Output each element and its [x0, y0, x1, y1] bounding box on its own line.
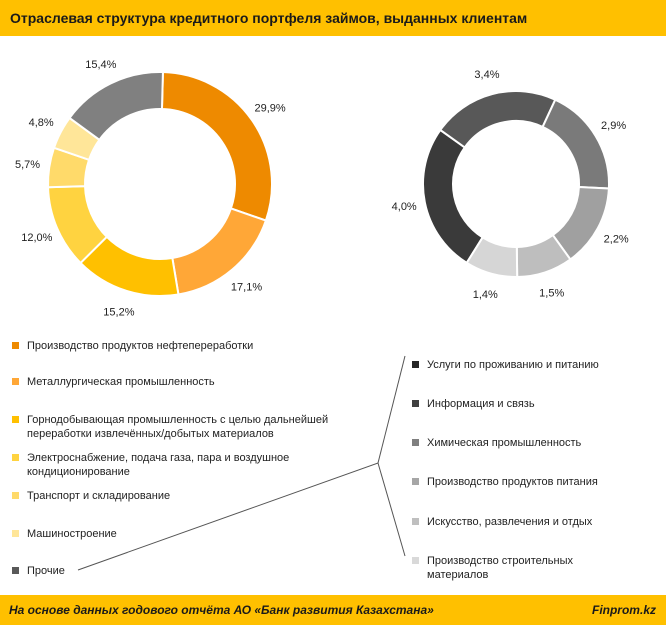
- donut-1-slice-1: [438, 90, 557, 149]
- donut-0-value-label-1: 17,1%: [231, 281, 262, 293]
- legend-right-item-3: Производство продуктов питания: [412, 475, 652, 489]
- legend-label: Машиностроение: [27, 528, 117, 540]
- legend-label: Услуги по проживанию и питанию: [427, 359, 599, 371]
- donut-0-slice-0: [160, 71, 273, 222]
- legend-label: Производство строительных материалов: [427, 555, 573, 581]
- charts-area: 29,9% 17,1% 15,2% 12,0% 5,7% 4,8% 15,4% 4,0% 3,4…: [15, 59, 629, 319]
- legend-left-item-2: Горнодобывающая промышленность с целью д…: [12, 413, 342, 441]
- legend-swatch: [412, 439, 419, 446]
- donut-0-value-label-2: 15,2%: [103, 307, 134, 319]
- legend-right-item-0: Услуги по проживанию и питанию: [412, 358, 652, 372]
- donut-0-value-label-6: 15,4%: [85, 59, 116, 71]
- legend-right-item-2: Химическая промышленность: [412, 436, 652, 450]
- donut-1-slice-5: [465, 236, 519, 278]
- legend-swatch: [12, 378, 19, 385]
- donut-1-value-label-0: 4,0%: [392, 201, 417, 213]
- legend-swatch: [12, 567, 19, 574]
- legend-left-item-0: Производство продуктов нефтепереработки: [12, 339, 312, 353]
- donut-0-value-label-5: 4,8%: [29, 117, 54, 129]
- legend-swatch: [12, 342, 19, 349]
- legend-label: Транспорт и складирование: [27, 490, 171, 502]
- legend-swatch: [412, 518, 419, 525]
- legend-label: Электроснабжение, подача газа, пара и во…: [27, 452, 290, 478]
- brand-label: Finprom.kz: [591, 603, 656, 617]
- donut-1-slice-0: [422, 128, 484, 265]
- legend-swatch: [412, 478, 419, 485]
- legend-swatch: [12, 530, 19, 537]
- legend-swatch: [12, 492, 19, 499]
- legend-label: Производство продуктов питания: [427, 476, 598, 488]
- legend-label: Металлургическая промышленность: [27, 376, 215, 388]
- legend-left-item-6: Прочие: [12, 564, 312, 578]
- legend-label: Прочие: [27, 565, 65, 577]
- legend-label: Химическая промышленность: [427, 437, 582, 449]
- donut-1-slice-2: [541, 98, 610, 190]
- source-note: На основе данных годового отчёта АО «Бан…: [9, 603, 434, 617]
- donut-0-value-label-0: 29,9%: [255, 103, 286, 115]
- footer-bar: На основе данных годового отчёта АО «Бан…: [0, 595, 666, 625]
- connector-line-upper: [377, 355, 406, 464]
- legend-swatch: [412, 400, 419, 407]
- donut-1-value-label-2: 2,9%: [601, 120, 626, 132]
- donut-1-value-label-5: 1,4%: [473, 289, 498, 301]
- legend-label: Искусство, развлечения и отдых: [427, 516, 593, 528]
- legend-left-item-5: Машиностроение: [12, 527, 312, 541]
- legend-right-item-1: Информация и связь: [412, 397, 652, 411]
- donut-0-slice-6: [68, 71, 164, 142]
- donut-1-value-label-3: 2,2%: [604, 233, 629, 245]
- donut-1-value-label-1: 3,4%: [474, 69, 499, 81]
- chart-title: Отраслевая структура кредитного портфеля…: [10, 10, 528, 26]
- legend-left-item-4: Транспорт и складирование: [12, 489, 312, 503]
- legend-left-item-1: Металлургическая промышленность: [12, 375, 312, 389]
- legend-swatch: [412, 557, 419, 564]
- donut-1-value-label-4: 1,5%: [539, 287, 564, 299]
- legend-right-item-4: Искусство, развлечения и отдых: [412, 515, 652, 529]
- legend-left-item-3: Электроснабжение, подача газа, пара и во…: [12, 451, 312, 479]
- title-bar: Отраслевая структура кредитного портфеля…: [0, 0, 666, 36]
- legend-label: Горнодобывающая промышленность с целью д…: [27, 414, 329, 440]
- legend-label: Информация и связь: [427, 398, 535, 410]
- donut-0-value-label-3: 12,0%: [21, 232, 52, 244]
- donut-0-value-label-4: 5,7%: [15, 159, 40, 171]
- legend-right-item-5: Производство строительных материалов: [412, 554, 582, 582]
- legend-label: Производство продуктов нефтепереработки: [27, 340, 254, 352]
- legend-swatch: [412, 361, 419, 368]
- connector-line-lower: [77, 462, 406, 571]
- legend-swatch: [12, 416, 19, 423]
- legend-swatch: [12, 454, 19, 461]
